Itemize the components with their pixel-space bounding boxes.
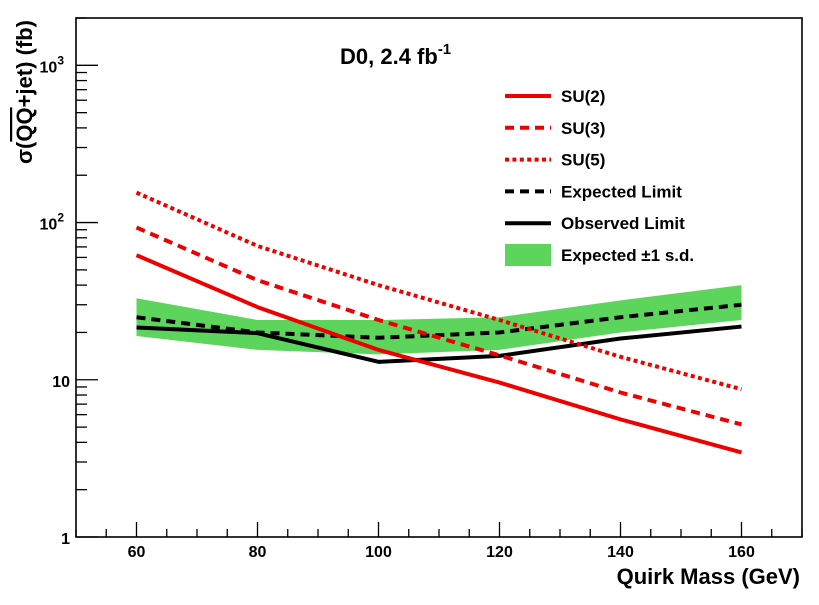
series-line-expected-limit xyxy=(136,302,742,340)
y-title-suffix: +jet) (fb) xyxy=(12,20,37,107)
x-tick-label: 100 xyxy=(365,544,392,561)
y-tick-label: 10 xyxy=(52,374,70,391)
y-tick-label: 102 xyxy=(40,211,65,234)
x-tick-label: 60 xyxy=(128,544,146,561)
legend-label-observed-limit: Observed Limit xyxy=(561,214,685,233)
legend-swatch-band xyxy=(505,244,551,266)
y-title-prefix: σ( xyxy=(12,141,37,164)
legend-label-su-5: SU(5) xyxy=(561,151,605,170)
series-line-su-2 xyxy=(135,253,743,455)
legend-label-su-3: SU(3) xyxy=(561,119,605,138)
legend-label-band: Expected ±1 s.d. xyxy=(561,246,694,265)
legend: SU(2) SU(3) SU(5) Expected Limit Observed Li… xyxy=(505,87,694,266)
series-layer xyxy=(135,190,743,455)
legend-label-expected-limit: Expected Limit xyxy=(561,182,682,201)
y-title-overlined: QQ xyxy=(12,107,37,141)
legend-label-su-2: SU(2) xyxy=(561,87,605,106)
series-line-observed-limit xyxy=(136,324,742,364)
experiment-label: D0, 2.4 fb-1 xyxy=(340,41,451,69)
y-tick-label: 103 xyxy=(40,53,65,76)
x-tick-label: 140 xyxy=(607,544,634,561)
series-line-su-3 xyxy=(135,225,743,427)
x-axis-title: Quirk Mass (GeV) xyxy=(617,564,800,589)
label-layer: 60 80 100 120 140 160 1 10 102 103 xyxy=(40,53,755,561)
x-tick-label: 80 xyxy=(249,544,267,561)
expected-band xyxy=(136,285,742,355)
band-layer xyxy=(136,285,742,355)
x-tick-label: 160 xyxy=(728,544,755,561)
x-tick-label: 120 xyxy=(486,544,513,561)
y-tick-label: 1 xyxy=(61,531,70,548)
tick-layer xyxy=(75,17,803,538)
y-axis-title: σ(QQ+jet) (fb) xyxy=(12,20,37,164)
